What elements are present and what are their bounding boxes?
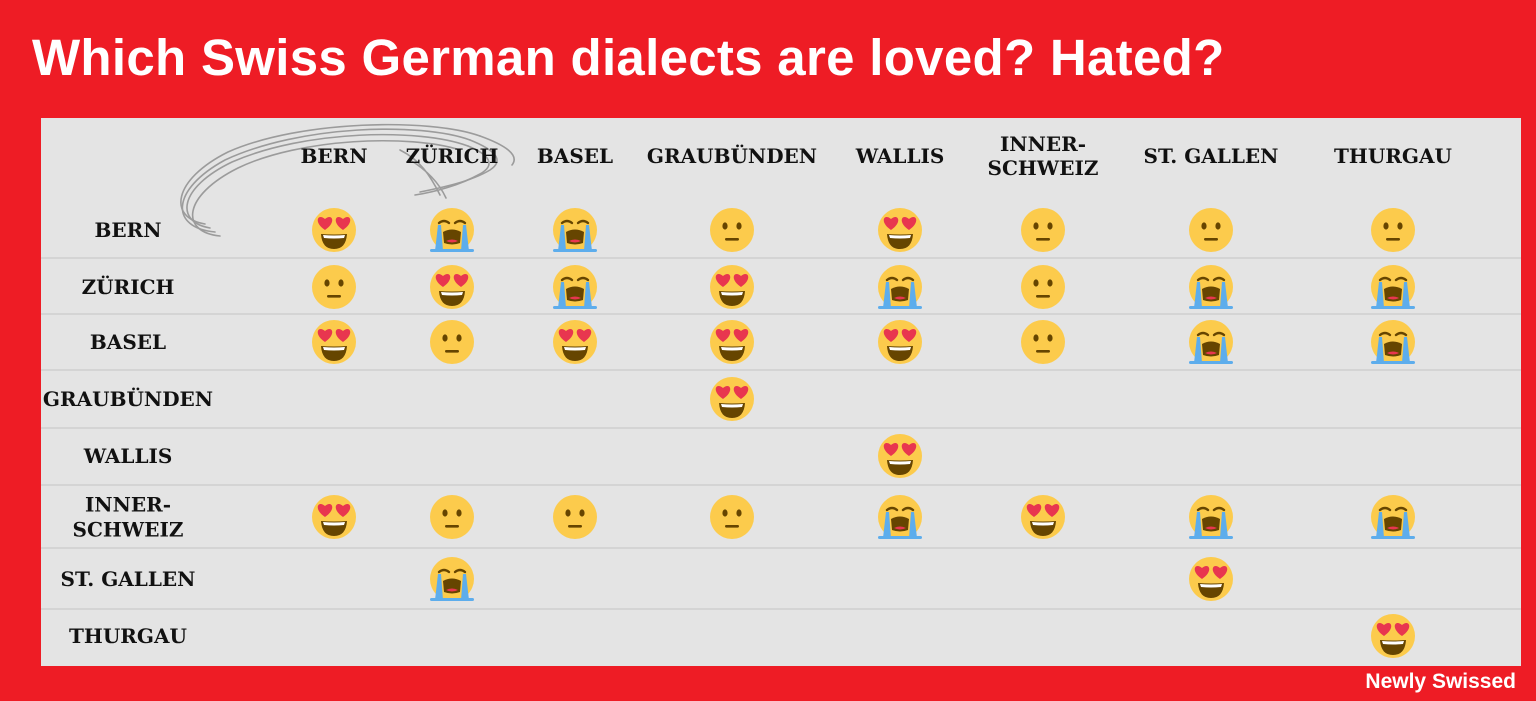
neutral-face-emoji-bern-inner-schweiz [1021,208,1065,252]
row-label-basel: BASEL [90,330,166,354]
row-label-st-gallen: ST. GALLEN [61,567,196,591]
heart-eyes-emoji-wallis-wallis [878,434,922,478]
heart-eyes-emoji-st-gallen-st-gallen [1189,557,1233,601]
row-label-graubunden: GRAUBÜNDEN [43,386,213,411]
loudly-crying-emoji-st-gallen-zurich [430,557,474,601]
loudly-crying-emoji-inner-schweiz-wallis [878,495,922,539]
loudly-crying-emoji-bern-basel [553,208,597,252]
heart-eyes-emoji-basel-bern [312,320,356,364]
credit-label: Newly Swissed [1365,670,1516,693]
loudly-crying-emoji-zurich-thurgau [1371,265,1415,309]
heart-eyes-emoji-basel-basel [553,320,597,364]
neutral-face-emoji-bern-thurgau [1371,208,1415,252]
column-header-thurgau: THURGAU [1334,144,1452,168]
heart-eyes-emoji-bern-bern [312,208,356,252]
neutral-face-emoji-basel-zurich [430,320,474,364]
loudly-crying-emoji-bern-zurich [430,208,474,252]
row-label-thurgau: THURGAU [69,624,187,648]
row-label-zurich: ZÜRICH [82,274,175,299]
neutral-face-emoji-bern-st-gallen [1189,208,1233,252]
column-header-zurich: ZÜRICH [406,143,499,168]
column-header-inner-schweiz: INNER-SCHWEIZ [988,132,1099,180]
neutral-face-emoji-zurich-inner-schweiz [1021,265,1065,309]
loudly-crying-emoji-inner-schweiz-st-gallen [1189,495,1233,539]
heart-eyes-emoji-thurgau-thurgau [1371,614,1415,658]
heart-eyes-emoji-basel-wallis [878,320,922,364]
neutral-face-emoji-inner-schweiz-basel [553,495,597,539]
neutral-face-emoji-zurich-bern [312,265,356,309]
neutral-face-emoji-bern-graubunden [710,208,754,252]
heart-eyes-emoji-inner-schweiz-bern [312,495,356,539]
loudly-crying-emoji-inner-schweiz-thurgau [1371,495,1415,539]
loudly-crying-emoji-basel-thurgau [1371,320,1415,364]
heart-eyes-emoji-basel-graubunden [710,320,754,364]
loudly-crying-emoji-zurich-basel [553,265,597,309]
loudly-crying-emoji-basel-st-gallen [1189,320,1233,364]
heart-eyes-emoji-bern-wallis [878,208,922,252]
heart-eyes-emoji-zurich-zurich [430,265,474,309]
table-panel [41,118,1521,666]
row-label-inner-schweiz: INNER-SCHWEIZ [73,493,184,542]
heart-eyes-emoji-graubunden-graubunden [710,377,754,421]
heart-eyes-emoji-inner-schweiz-inner-schweiz [1021,495,1065,539]
column-header-graubunden: GRAUBÜNDEN [647,143,817,168]
row-label-bern: BERN [94,218,161,242]
neutral-face-emoji-inner-schweiz-zurich [430,495,474,539]
column-header-wallis: WALLIS [855,144,945,168]
loudly-crying-emoji-zurich-wallis [878,265,922,309]
neutral-face-emoji-basel-inner-schweiz [1021,320,1065,364]
decorative-arrow-sketch [180,123,515,237]
neutral-face-emoji-inner-schweiz-graubunden [710,495,754,539]
column-header-basel: BASEL [537,144,613,168]
chart-title: Which Swiss German dialects are loved? H… [32,29,1225,86]
row-label-wallis: WALLIS [83,444,173,468]
heart-eyes-emoji-zurich-graubunden [710,265,754,309]
loudly-crying-emoji-zurich-st-gallen [1189,265,1233,309]
column-header-bern: BERN [300,144,367,168]
column-header-st-gallen: ST. GALLEN [1144,144,1279,168]
